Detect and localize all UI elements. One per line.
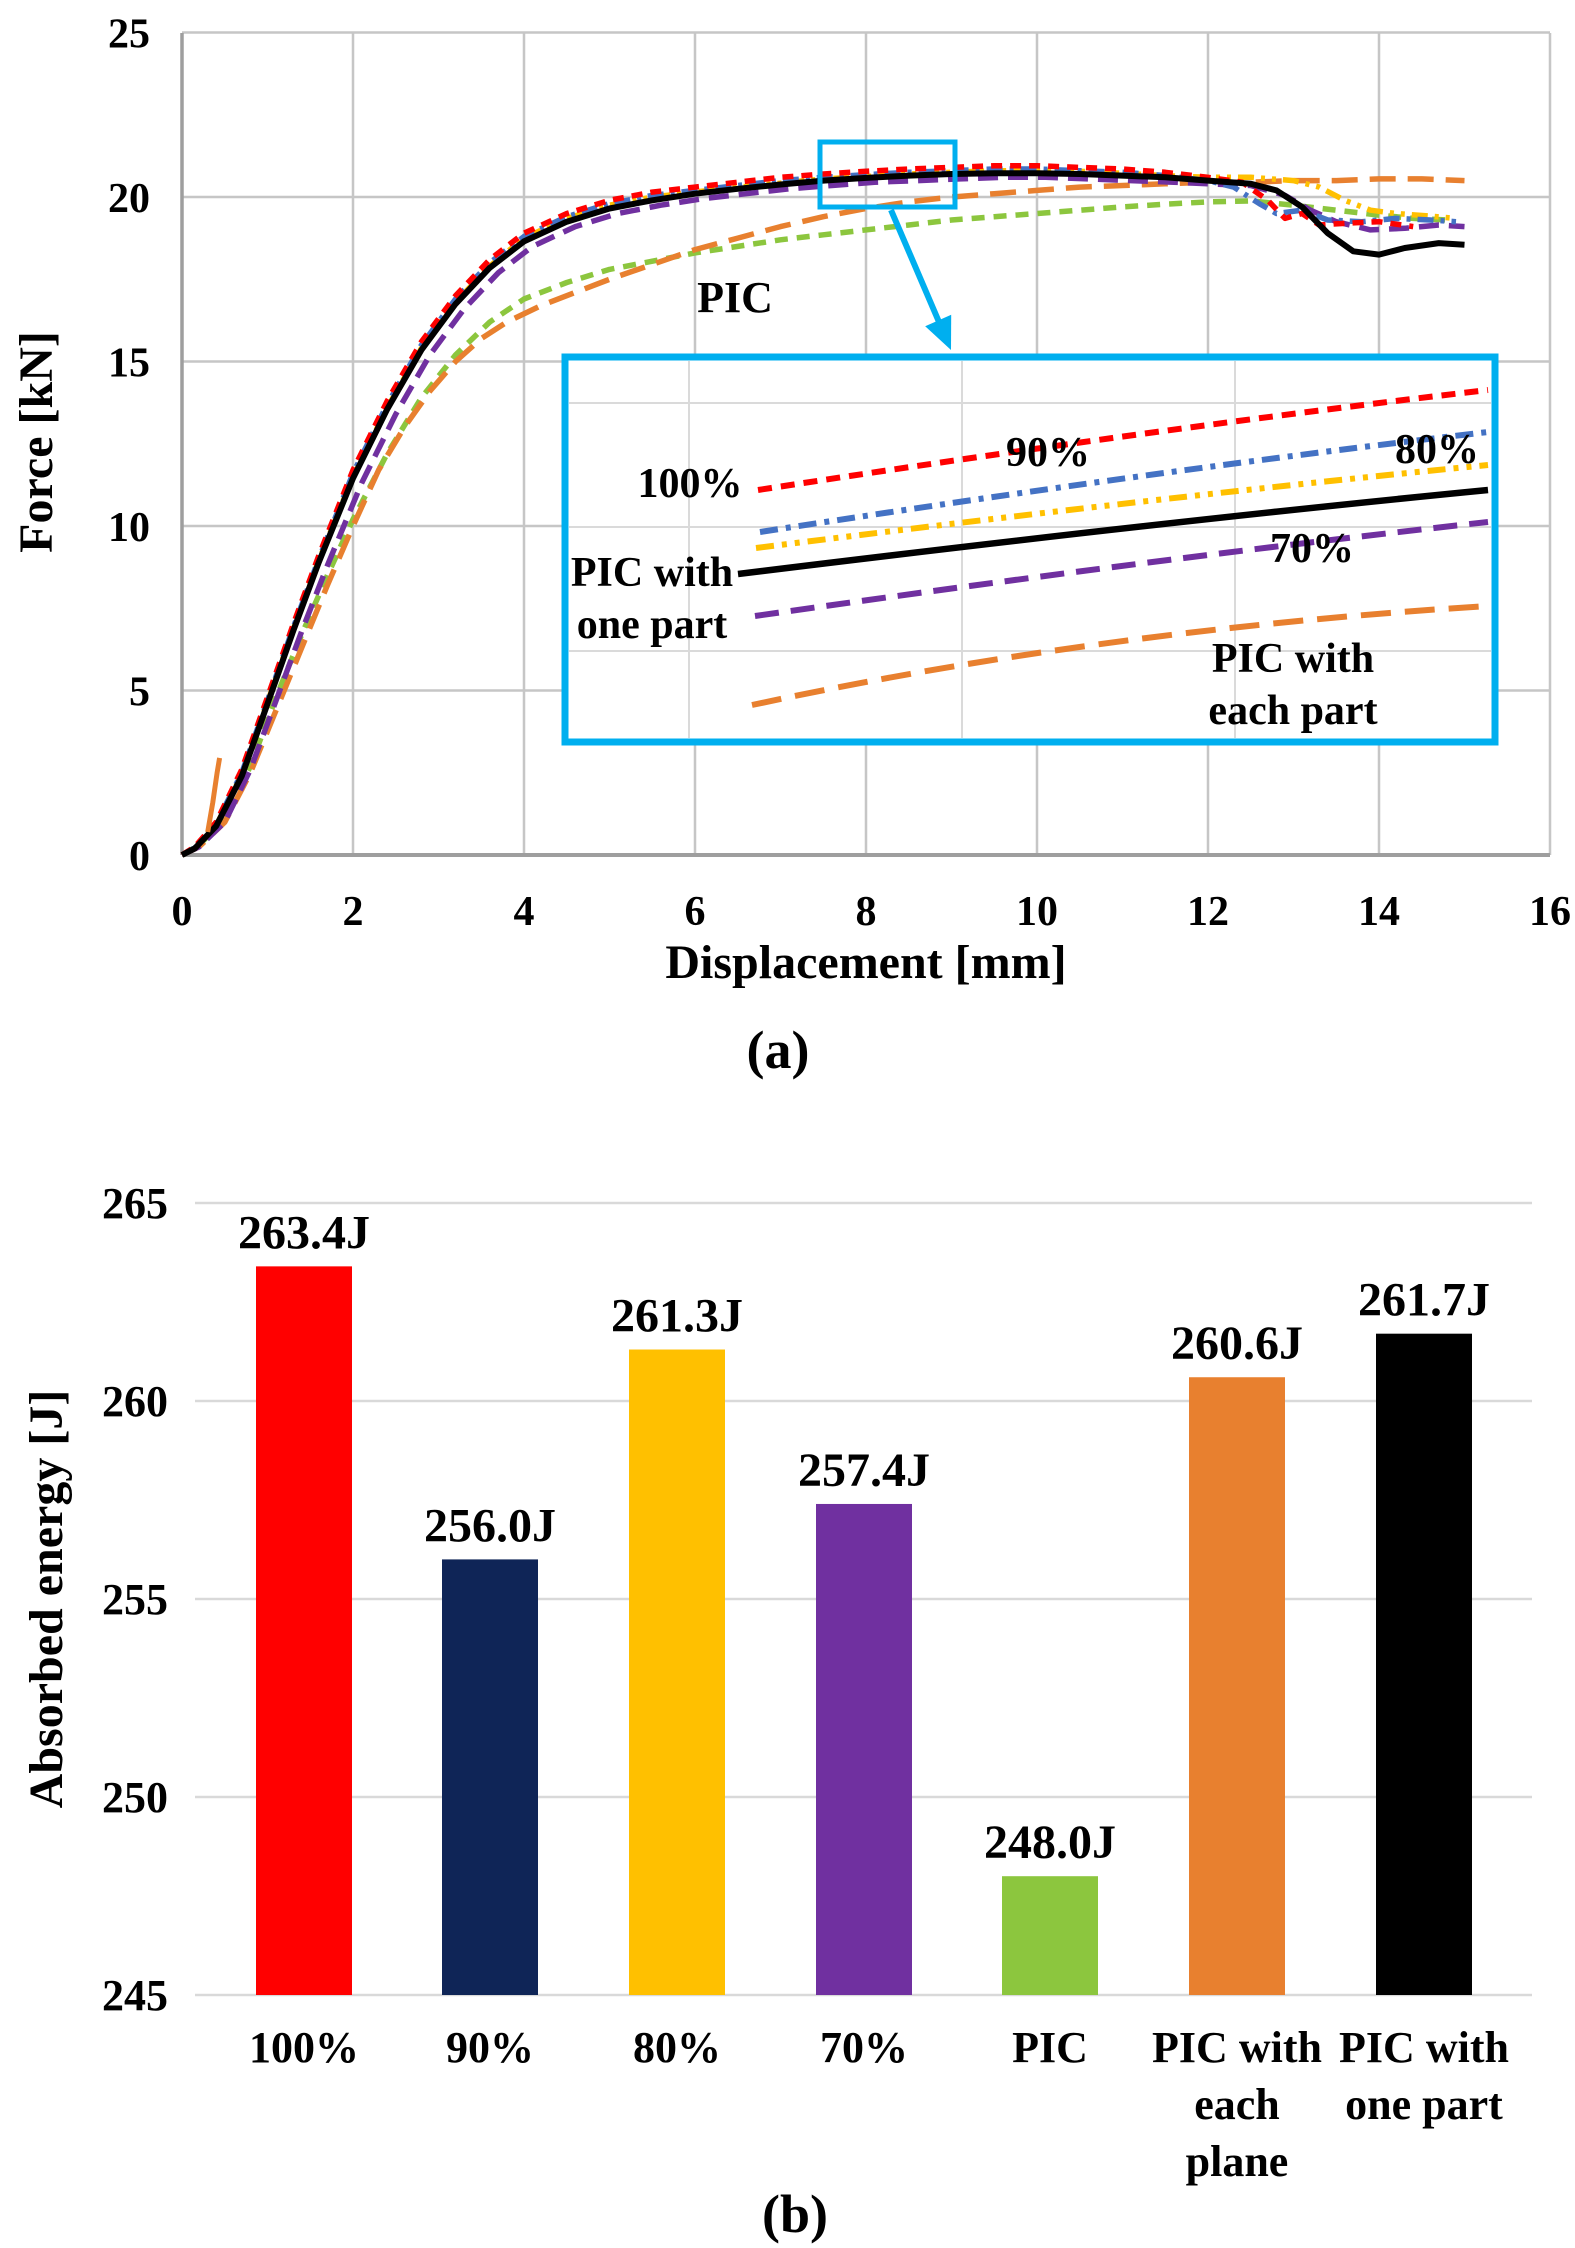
y-tick-label: 0	[129, 834, 150, 880]
bar-70	[816, 1503, 912, 1995]
inset-curve-pic-with-each-part	[751, 603, 1489, 708]
pic-series-label: PIC	[697, 273, 773, 322]
bar-value-label: 260.6J	[1171, 1317, 1303, 1370]
category-label: 90%	[446, 2023, 534, 2072]
category-label: PIC with	[1152, 2023, 1322, 2072]
line-chart-axes	[180, 33, 1550, 857]
zoom-highlight-rect	[817, 139, 958, 210]
bar-value-label: 257.4J	[798, 1444, 930, 1497]
y-tick-label: 255	[102, 1575, 168, 1624]
line-chart: 0 5 10 15 20 25 0 2 4 6 8 10 12 14 16 Force [kN] Displ…	[10, 12, 1571, 990]
inset-label: each part	[1208, 688, 1377, 734]
bar-90	[442, 1559, 538, 1995]
x-tick-label: 12	[1187, 889, 1229, 935]
bar-80	[629, 1349, 725, 1995]
inset-curve-80	[755, 462, 1489, 551]
bar-pic	[1002, 1876, 1098, 1995]
line-chart-series	[180, 162, 1465, 858]
category-label: one part	[1345, 2080, 1503, 2129]
y-tick-label: 260	[102, 1377, 168, 1426]
x-tick-label: 4	[514, 889, 535, 935]
y-tick-label: 5	[129, 670, 150, 716]
bar-value-label: 256.0J	[424, 1499, 556, 1552]
zoom-arrow-head	[925, 314, 952, 350]
zoom-inset: 100% 90% 80% 70% PIC with one part PIC with eac…	[561, 353, 1499, 746]
y-tick-label: 20	[108, 176, 150, 222]
zoom-arrow-line	[888, 208, 942, 324]
series-pic-with-one-part	[180, 170, 1465, 858]
x-tick-label: 10	[1016, 889, 1058, 935]
bar-chart-y-axis-title: Absorbed energy [J]	[20, 1390, 73, 1809]
line-chart-x-axis-title: Displacement [mm]	[665, 936, 1066, 989]
caption-a: (a)	[747, 1020, 810, 1080]
bar-value-label: 261.3J	[611, 1290, 743, 1343]
x-tick-label: 16	[1529, 889, 1571, 935]
x-tick-label: 6	[685, 889, 706, 935]
category-label: 100%	[249, 2023, 359, 2072]
y-tick-label: 245	[102, 1971, 168, 2020]
x-tick-label: 8	[856, 889, 877, 935]
inset-curve-pic-with-one-part	[737, 486, 1489, 578]
line-chart-tick-labels: 0 5 10 15 20 25 0 2 4 6 8 10 12 14 16	[108, 12, 1571, 936]
bar-value-label: 248.0J	[984, 1816, 1116, 1869]
x-tick-label: 2	[343, 889, 364, 935]
bar-100	[256, 1266, 352, 1995]
series-pic-with-each-part	[180, 176, 1465, 858]
inset-box	[561, 353, 1499, 746]
category-label: PIC	[1012, 2023, 1088, 2072]
bar-chart-category-labels: 100% 90% 80% 70% PIC PIC with each plane PIC wit…	[249, 2023, 1509, 2186]
y-tick-label: 25	[108, 12, 150, 58]
y-tick-label: 265	[102, 1179, 168, 1228]
initial-spike	[205, 757, 223, 833]
bar-chart-bars	[256, 1266, 1472, 1995]
series-pic	[180, 198, 1448, 858]
line-chart-y-axis-title: Force [kN]	[10, 331, 63, 553]
category-label: each	[1194, 2080, 1280, 2129]
inset-label: PIC with	[1212, 636, 1374, 682]
inset-label: 90%	[1006, 430, 1090, 476]
bar-chart: 245 250 255 260 265 Absorbed energy [J] 263.…	[20, 1179, 1532, 2186]
category-label: plane	[1186, 2137, 1289, 2186]
bar-value-label: 261.7J	[1358, 1274, 1490, 1327]
inset-curve-90	[759, 429, 1489, 535]
zoom-annotation	[817, 139, 958, 350]
y-tick-label: 250	[102, 1773, 168, 1822]
bar-value-label: 263.4J	[238, 1206, 370, 1259]
inset-curve-70	[754, 519, 1489, 619]
inset-label: 70%	[1270, 526, 1354, 572]
inset-label: PIC with	[571, 550, 733, 596]
bar-chart-value-labels: 263.4J 256.0J 261.3J 257.4J 248.0J 260.6J 261.…	[238, 1206, 1490, 1869]
caption-b: (b)	[762, 2184, 828, 2244]
category-label: PIC with	[1339, 2023, 1509, 2072]
x-tick-label: 0	[172, 889, 193, 935]
y-tick-label: 10	[108, 505, 150, 551]
x-tick-label: 14	[1358, 889, 1400, 935]
inset-label: 80%	[1395, 427, 1479, 473]
bar-pic-with-each-plane	[1189, 1377, 1285, 1995]
bar-chart-tick-labels: 245 250 255 260 265	[102, 1179, 168, 2020]
inset-label: one part	[577, 602, 728, 648]
category-label: 70%	[820, 2023, 908, 2072]
category-label: 80%	[633, 2023, 721, 2072]
y-tick-label: 15	[108, 341, 150, 387]
bar-pic-with-one-part	[1376, 1333, 1472, 1995]
inset-label: 100%	[638, 461, 743, 507]
